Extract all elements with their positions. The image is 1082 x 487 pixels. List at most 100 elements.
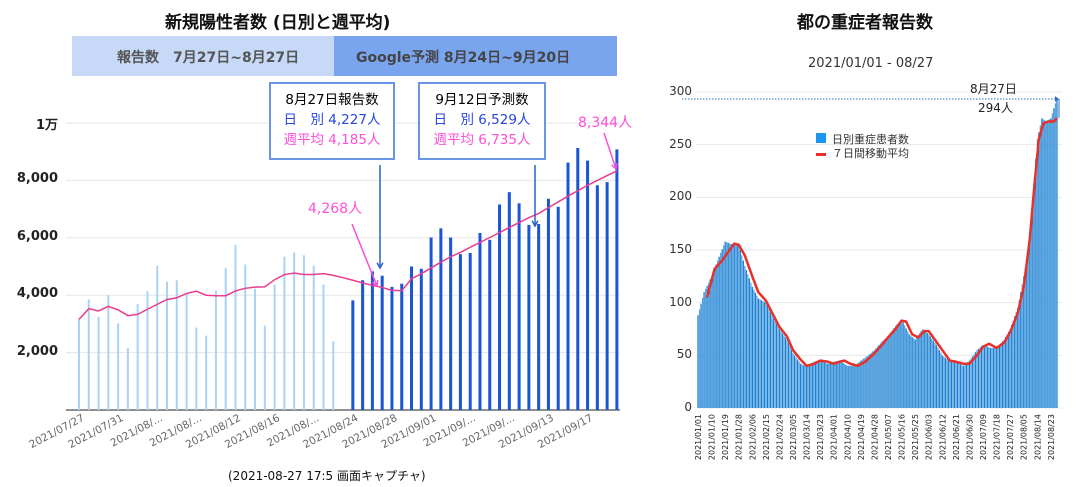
forecast-bar (370, 271, 374, 410)
severe-daily-bar (979, 347, 981, 408)
severe-daily-bar (763, 301, 766, 408)
severe-daily-bar (760, 300, 763, 408)
forecast-bar (478, 232, 482, 410)
severe-daily-bar (894, 325, 897, 408)
severe-daily-bar (769, 312, 772, 408)
severe-daily-bar (780, 331, 782, 408)
right-xtick-label: 2021/04/01 (830, 414, 839, 460)
severe-daily-bar (738, 244, 740, 408)
severe-daily-bar (869, 354, 871, 408)
right-xtick-label: 2021/08/05 (1020, 414, 1029, 460)
forecast-bar (488, 239, 492, 410)
severe-daily-bar (887, 336, 889, 408)
severe-daily-bar (1030, 214, 1032, 408)
severe-daily-bar (1015, 312, 1017, 408)
severe-daily-bar (843, 363, 845, 408)
severe-daily-bar (900, 319, 903, 408)
reported-bar (146, 291, 149, 410)
severe-daily-bar (937, 347, 939, 408)
severe-daily-bar (1029, 232, 1031, 408)
forecast-bar (419, 268, 423, 410)
severe-daily-bar (1000, 342, 1002, 408)
severe-daily-bar (879, 343, 882, 408)
severe-daily-bar (720, 252, 722, 408)
severe-daily-bar (922, 329, 924, 408)
severe-daily-bar (1018, 300, 1020, 408)
severe-daily-bar (910, 335, 912, 408)
severe-daily-bar (778, 329, 781, 408)
severe-daily-bar (781, 333, 784, 408)
severe-daily-bar (1020, 292, 1022, 408)
right-xtick-label: 2021/04/10 (843, 414, 852, 460)
right-xtick-label: 2021/05/16 (898, 414, 907, 460)
annotation-value: 294人 (978, 101, 1013, 115)
severe-daily-bar (796, 359, 799, 408)
severe-daily-bar (1006, 334, 1008, 408)
severe-daily-bar (709, 279, 711, 408)
severe-daily-bar (1027, 250, 1029, 408)
severe-daily-bar (819, 360, 821, 408)
severe-daily-bar (994, 347, 996, 408)
severe-daily-bar (1002, 341, 1004, 408)
severe-daily-bar (704, 288, 707, 408)
severe-daily-bar (726, 242, 728, 408)
severe-daily-bar (896, 324, 898, 408)
annotation-date: 8月27日 (970, 82, 1017, 96)
severe-daily-bar (805, 366, 808, 408)
severe-daily-bar (812, 362, 814, 408)
severe-daily-bar (756, 295, 758, 408)
severe-daily-bar (870, 352, 873, 408)
severe-daily-bar (983, 345, 986, 408)
severe-daily-bar (941, 355, 943, 408)
severe-daily-bar (888, 334, 891, 408)
severe-daily-bar (833, 361, 835, 408)
severe-daily-bar (729, 243, 731, 408)
severe-daily-bar (830, 362, 832, 408)
severe-daily-bar (1038, 132, 1040, 408)
severe-daily-bar (920, 331, 922, 408)
severe-daily-bar (783, 335, 785, 408)
severe-daily-bar (1053, 108, 1055, 409)
callout-low-value: 4,268人 (308, 201, 363, 217)
severe-daily-bar (825, 363, 827, 408)
severe-daily-bar (902, 322, 904, 408)
forecast-bar (556, 206, 560, 410)
severe-daily-bar (827, 363, 829, 408)
reported-bar (254, 288, 257, 410)
severe-daily-bar (854, 365, 856, 408)
severe-daily-bar (834, 361, 836, 408)
right-xtick-label: 2021/01/28 (735, 414, 744, 460)
severe-daily-bar (971, 356, 974, 408)
severe-daily-bar (1044, 120, 1046, 408)
severe-daily-bar (999, 344, 1001, 408)
severe-daily-bar (931, 338, 933, 408)
severe-daily-bar (710, 276, 713, 408)
severe-daily-bar (967, 361, 969, 408)
capture-caption: (2021-08-27 17:5 画面キャプチャ) (228, 469, 426, 483)
forecast-bar (615, 149, 619, 411)
right-xtick-label: 2021/01/10 (708, 414, 717, 460)
severe-daily-bar (793, 355, 796, 408)
severe-daily-bar (940, 352, 942, 408)
severe-daily-bar (928, 334, 930, 408)
severe-daily-bar (802, 365, 805, 408)
sep12-forecast-box: 9月12日予測数 日 別 6,529人 週平均 6,735人 (418, 82, 546, 160)
severe-daily-bar (977, 348, 980, 408)
severe-daily-bar (991, 347, 993, 408)
severe-daily-bar (934, 342, 936, 408)
reported-bar (322, 284, 325, 410)
forecast-bar (351, 300, 355, 410)
severe-daily-bar (727, 242, 729, 408)
box1-heading: 8月27日報告数 (285, 92, 379, 108)
reported-bar (78, 319, 80, 410)
severe-daily-bar (762, 300, 764, 408)
severe-daily-bar (839, 360, 841, 408)
box1-weekly: 週平均 4,185人 (283, 132, 381, 148)
right-xtick-label: 2021/04/28 (870, 414, 879, 460)
low-callout-arrow-head (371, 279, 379, 288)
severe-daily-bar (1054, 103, 1057, 408)
right-ytick-label: 250 (669, 136, 692, 151)
severe-daily-bar (1014, 316, 1016, 408)
severe-daily-bar (893, 327, 895, 408)
end-callout-arrow (603, 132, 617, 170)
